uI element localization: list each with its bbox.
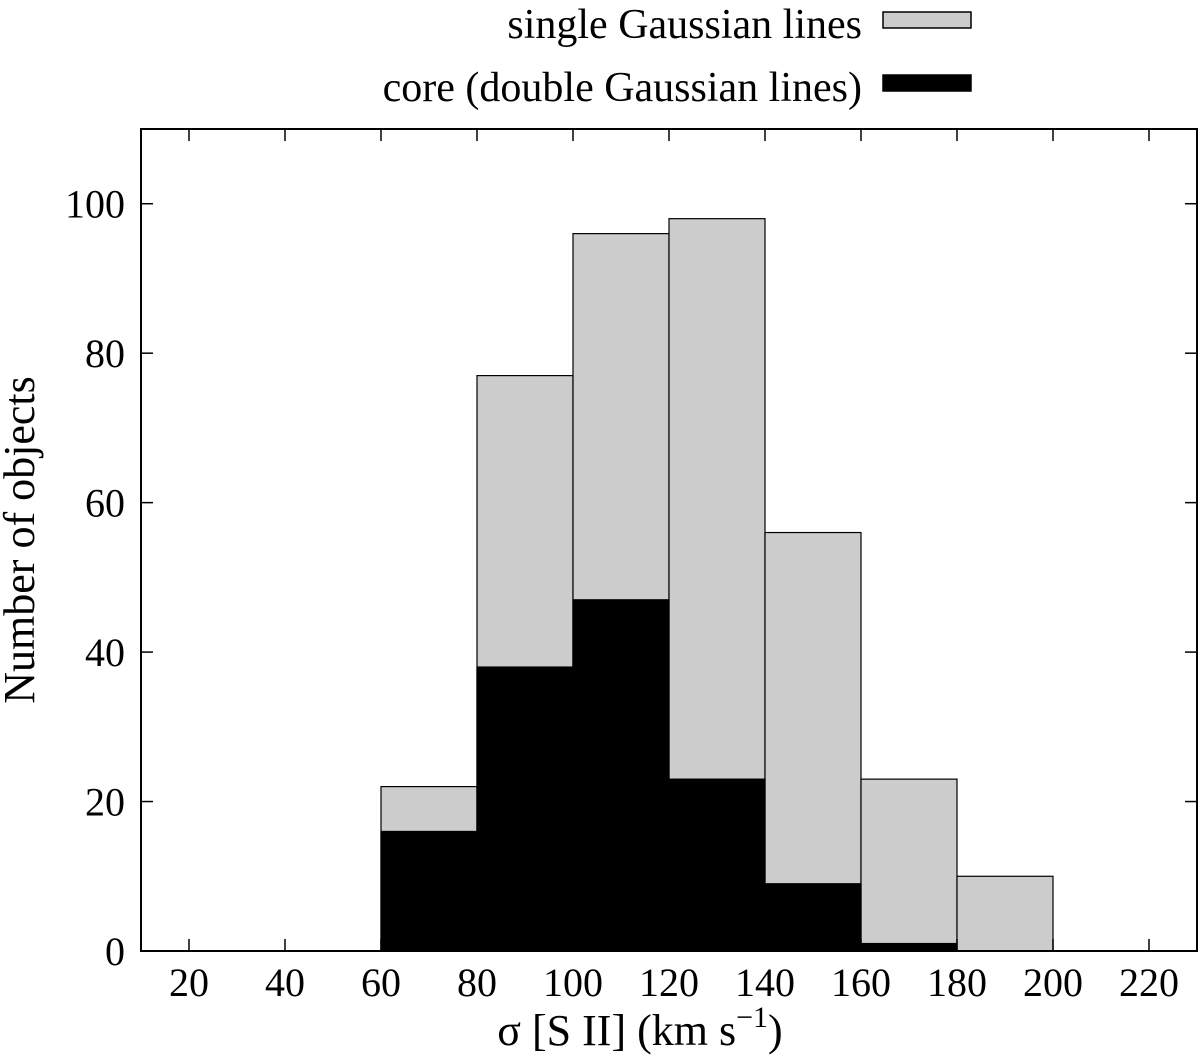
bar-single-gaussian-160-180 [860, 778, 958, 952]
plot-frame [140, 128, 1198, 952]
x-tick-label: 40 [265, 960, 305, 1005]
bar-core-double-gaussian-100-120 [572, 599, 670, 952]
y-tick-label: 40 [85, 630, 125, 675]
y-tick-label: 80 [85, 331, 125, 376]
y-tick-label: 60 [85, 481, 125, 526]
legend-swatch-core-double-gaussian [882, 74, 972, 92]
bar-core-double-gaussian-80-100 [476, 666, 574, 952]
x-tick-label: 160 [831, 960, 891, 1005]
x-tick-label: 220 [1119, 960, 1179, 1005]
x-tick-label: 20 [169, 960, 209, 1005]
y-tick-label: 20 [85, 780, 125, 825]
x-axis-label-close: ) [768, 1006, 783, 1055]
legend-swatch-single-gaussian [882, 11, 972, 29]
x-tick-label: 140 [735, 960, 795, 1005]
y-tick-label: 100 [65, 182, 125, 227]
x-tick-label: 80 [457, 960, 497, 1005]
bar-core-double-gaussian-120-140 [668, 778, 766, 952]
bar-single-gaussian-180-200 [956, 875, 1054, 952]
legend-label-core-double-gaussian: core (double Gaussian lines) [383, 65, 862, 111]
x-tick-label: 120 [639, 960, 699, 1005]
x-axis-label-main: σ [S II] (km s [497, 1006, 736, 1055]
y-tick-label: 0 [105, 929, 125, 974]
x-tick-label: 180 [927, 960, 987, 1005]
x-tick-label: 100 [543, 960, 603, 1005]
bar-core-double-gaussian-160-180 [860, 942, 958, 952]
bars-layer [380, 218, 1054, 952]
bar-single-gaussian-140-160 [764, 531, 862, 952]
bar-core-double-gaussian-60-80 [380, 830, 478, 952]
legend: single Gaussian lines core (double Gauss… [383, 2, 972, 111]
axis-ticks: 20 40 60 80 100 120 140 160 180 200 220 0 20 40 60 80 10… [65, 129, 1197, 1005]
x-tick-label: 200 [1023, 960, 1083, 1005]
legend-label-single-gaussian: single Gaussian lines [507, 2, 862, 48]
y-axis-label: Number of objects [0, 376, 44, 703]
x-axis-label-superscript: −1 [736, 1001, 768, 1034]
x-axis-label: σ [S II] (km s−1) [497, 1001, 782, 1055]
x-tick-label: 60 [361, 960, 401, 1005]
bar-core-double-gaussian-140-160 [764, 883, 862, 952]
